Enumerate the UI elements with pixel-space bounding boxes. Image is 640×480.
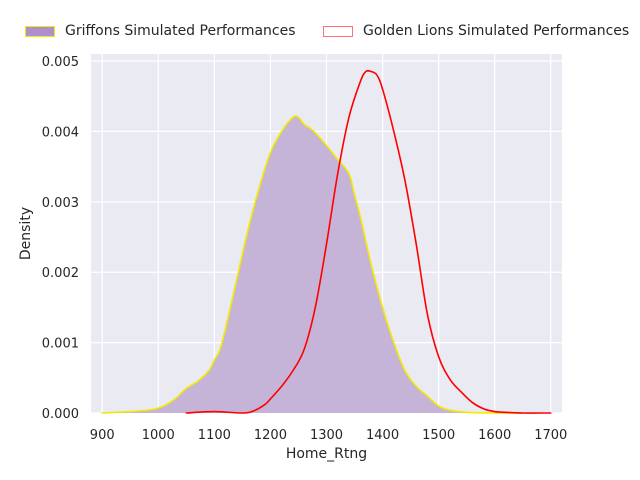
- density-line-golden-lions: [185, 69, 552, 414]
- y-tick-label: 0.005: [42, 55, 79, 70]
- legend-swatch-griffons: [25, 25, 55, 37]
- legend-item-griffons: Griffons Simulated Performances: [25, 22, 296, 40]
- density-line-griffons: [101, 115, 524, 414]
- legend-label-griffons: Griffons Simulated Performances: [65, 23, 296, 39]
- y-tick-label: 0.001: [42, 337, 79, 352]
- x-tick-labels: 900 1000 1100 1200 1300 1400 1500 1600 1700: [90, 428, 568, 443]
- x-tick-label: 1100: [198, 428, 231, 443]
- x-tick-label: 1500: [422, 428, 455, 443]
- x-tick-label: 1000: [142, 428, 175, 443]
- x-axis-label: Home_Rtng: [286, 446, 367, 462]
- legend-swatch-golden-lions: [323, 25, 353, 37]
- density-area-griffons: [102, 115, 523, 414]
- y-tick-labels: 0.000 0.001 0.002 0.003 0.004 0.005: [42, 55, 79, 422]
- x-tick-label: 1700: [534, 428, 567, 443]
- y-axis-label: Density: [18, 207, 34, 260]
- legend-item-golden-lions: Golden Lions Simulated Performances: [323, 22, 629, 40]
- series-layer: [101, 69, 552, 414]
- x-tick-label: 900: [90, 428, 115, 443]
- legend-label-golden-lions: Golden Lions Simulated Performances: [363, 23, 630, 39]
- x-tick-label: 1200: [254, 428, 287, 443]
- legend: Griffons Simulated Performances Golden L…: [0, 18, 640, 44]
- x-tick-label: 1400: [366, 428, 399, 443]
- y-tick-label: 0.000: [42, 407, 79, 422]
- y-tick-label: 0.004: [42, 125, 79, 140]
- x-tick-label: 1300: [310, 428, 343, 443]
- x-tick-label: 1600: [478, 428, 511, 443]
- y-tick-label: 0.003: [42, 196, 79, 211]
- y-tick-label: 0.002: [42, 266, 79, 281]
